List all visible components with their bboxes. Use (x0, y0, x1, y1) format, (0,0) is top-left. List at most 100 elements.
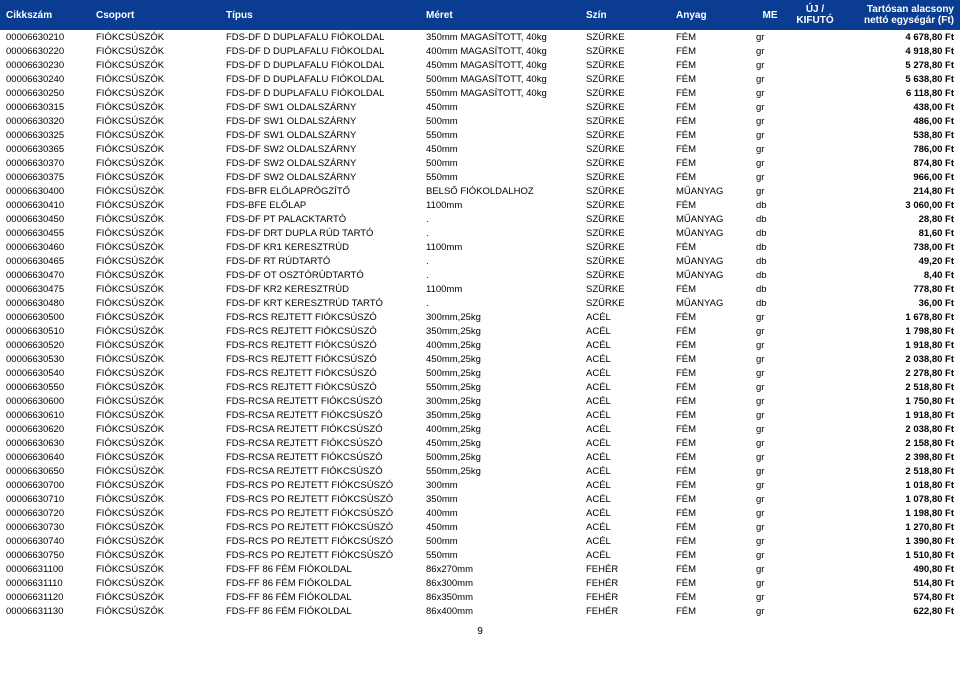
td-szin: ACÉL (580, 520, 670, 534)
td-szin: SZÜRKE (580, 296, 670, 310)
td-meret: 550mm (420, 128, 580, 142)
td-meret: 300mm,25kg (420, 310, 580, 324)
td-ar: 738,00 Ft (840, 240, 960, 254)
td-ar: 5 278,80 Ft (840, 58, 960, 72)
table-row: 00006630700FIÓKCSÚSZÓKFDS-RCS PO REJTETT… (0, 478, 960, 492)
td-szin: ACÉL (580, 352, 670, 366)
td-me: gr (750, 324, 790, 338)
td-ar: 2 158,80 Ft (840, 436, 960, 450)
th-ar: Tartósan alacsony nettó egységár (Ft) (840, 0, 960, 30)
td-me: gr (750, 380, 790, 394)
td-meret: 450mm MAGASÍTOTT, 40kg (420, 58, 580, 72)
td-szin: ACÉL (580, 394, 670, 408)
td-cikkszam: 00006630720 (0, 506, 90, 520)
td-csoport: FIÓKCSÚSZÓK (90, 422, 220, 436)
td-tipus: FDS-FF 86 FÉM FIÓKOLDAL (220, 590, 420, 604)
td-cikkszam: 00006630365 (0, 142, 90, 156)
td-cikkszam: 00006631120 (0, 590, 90, 604)
table-row: 00006630620FIÓKCSÚSZÓKFDS-RCSA REJTETT F… (0, 422, 960, 436)
table-row: 00006630510FIÓKCSÚSZÓKFDS-RCS REJTETT FI… (0, 324, 960, 338)
td-ar: 8,40 Ft (840, 268, 960, 282)
td-anyag: FÉM (670, 44, 750, 58)
td-uj (790, 170, 840, 184)
td-csoport: FIÓKCSÚSZÓK (90, 254, 220, 268)
price-table: Cikkszám Csoport Típus Méret Szín Anyag … (0, 0, 960, 618)
td-cikkszam: 00006630650 (0, 464, 90, 478)
th-csoport: Csoport (90, 0, 220, 30)
td-csoport: FIÓKCSÚSZÓK (90, 156, 220, 170)
td-me: gr (750, 422, 790, 436)
td-ar: 1 270,80 Ft (840, 520, 960, 534)
td-meret: 500mm (420, 114, 580, 128)
td-tipus: FDS-DF SW2 OLDALSZÁRNY (220, 170, 420, 184)
table-row: 00006630720FIÓKCSÚSZÓKFDS-RCS PO REJTETT… (0, 506, 960, 520)
td-me: db (750, 212, 790, 226)
td-ar: 2 038,80 Ft (840, 422, 960, 436)
td-meret: 500mm MAGASÍTOTT, 40kg (420, 72, 580, 86)
td-anyag: FÉM (670, 86, 750, 100)
td-cikkszam: 00006631110 (0, 576, 90, 590)
td-uj (790, 450, 840, 464)
td-tipus: FDS-DF SW1 OLDALSZÁRNY (220, 114, 420, 128)
td-cikkszam: 00006630325 (0, 128, 90, 142)
td-ar: 438,00 Ft (840, 100, 960, 114)
td-me: db (750, 254, 790, 268)
td-csoport: FIÓKCSÚSZÓK (90, 128, 220, 142)
td-meret: 550mm (420, 548, 580, 562)
td-csoport: FIÓKCSÚSZÓK (90, 562, 220, 576)
td-me: gr (750, 464, 790, 478)
td-anyag: FÉM (670, 520, 750, 534)
td-meret: 350mm (420, 492, 580, 506)
td-uj (790, 184, 840, 198)
table-row: 00006630610FIÓKCSÚSZÓKFDS-RCSA REJTETT F… (0, 408, 960, 422)
td-csoport: FIÓKCSÚSZÓK (90, 58, 220, 72)
td-ar: 1 798,80 Ft (840, 324, 960, 338)
td-cikkszam: 00006630600 (0, 394, 90, 408)
td-csoport: FIÓKCSÚSZÓK (90, 380, 220, 394)
td-cikkszam: 00006630740 (0, 534, 90, 548)
td-tipus: FDS-DF SW1 OLDALSZÁRNY (220, 100, 420, 114)
td-szin: SZÜRKE (580, 72, 670, 86)
td-csoport: FIÓKCSÚSZÓK (90, 268, 220, 282)
table-row: 00006630640FIÓKCSÚSZÓKFDS-RCSA REJTETT F… (0, 450, 960, 464)
td-meret: 350mm,25kg (420, 408, 580, 422)
td-anyag: MŰANYAG (670, 226, 750, 240)
td-meret: 86x350mm (420, 590, 580, 604)
td-uj (790, 198, 840, 212)
td-tipus: FDS-FF 86 FÉM FIÓKOLDAL (220, 604, 420, 618)
td-anyag: FÉM (670, 30, 750, 44)
td-tipus: FDS-RCS REJTETT FIÓKCSÚSZÓ (220, 324, 420, 338)
td-csoport: FIÓKCSÚSZÓK (90, 30, 220, 44)
td-tipus: FDS-BFR ELŐLAPRÖGZÍTŐ (220, 184, 420, 198)
td-cikkszam: 00006630540 (0, 366, 90, 380)
td-uj (790, 394, 840, 408)
td-cikkszam: 00006630530 (0, 352, 90, 366)
td-tipus: FDS-RCS PO REJTETT FIÓKCSÚSZÓ (220, 478, 420, 492)
td-csoport: FIÓKCSÚSZÓK (90, 394, 220, 408)
td-me: gr (750, 408, 790, 422)
td-meret: 86x270mm (420, 562, 580, 576)
td-tipus: FDS-RCS REJTETT FIÓKCSÚSZÓ (220, 352, 420, 366)
td-cikkszam: 00006630410 (0, 198, 90, 212)
td-cikkszam: 00006630630 (0, 436, 90, 450)
td-szin: SZÜRKE (580, 282, 670, 296)
td-szin: SZÜRKE (580, 100, 670, 114)
td-me: gr (750, 72, 790, 86)
td-anyag: MŰANYAG (670, 212, 750, 226)
td-csoport: FIÓKCSÚSZÓK (90, 534, 220, 548)
td-csoport: FIÓKCSÚSZÓK (90, 366, 220, 380)
td-uj (790, 464, 840, 478)
td-me: gr (750, 114, 790, 128)
td-me: gr (750, 100, 790, 114)
td-tipus: FDS-RCS REJTETT FIÓKCSÚSZÓ (220, 338, 420, 352)
table-row: 00006630315FIÓKCSÚSZÓKFDS-DF SW1 OLDALSZ… (0, 100, 960, 114)
td-csoport: FIÓKCSÚSZÓK (90, 86, 220, 100)
table-row: 00006630630FIÓKCSÚSZÓKFDS-RCSA REJTETT F… (0, 436, 960, 450)
td-szin: SZÜRKE (580, 240, 670, 254)
td-csoport: FIÓKCSÚSZÓK (90, 576, 220, 590)
td-csoport: FIÓKCSÚSZÓK (90, 170, 220, 184)
table-row: 00006630540FIÓKCSÚSZÓKFDS-RCS REJTETT FI… (0, 366, 960, 380)
td-csoport: FIÓKCSÚSZÓK (90, 72, 220, 86)
table-row: 00006630240FIÓKCSÚSZÓKFDS-DF D DUPLAFALU… (0, 72, 960, 86)
td-anyag: FÉM (670, 548, 750, 562)
